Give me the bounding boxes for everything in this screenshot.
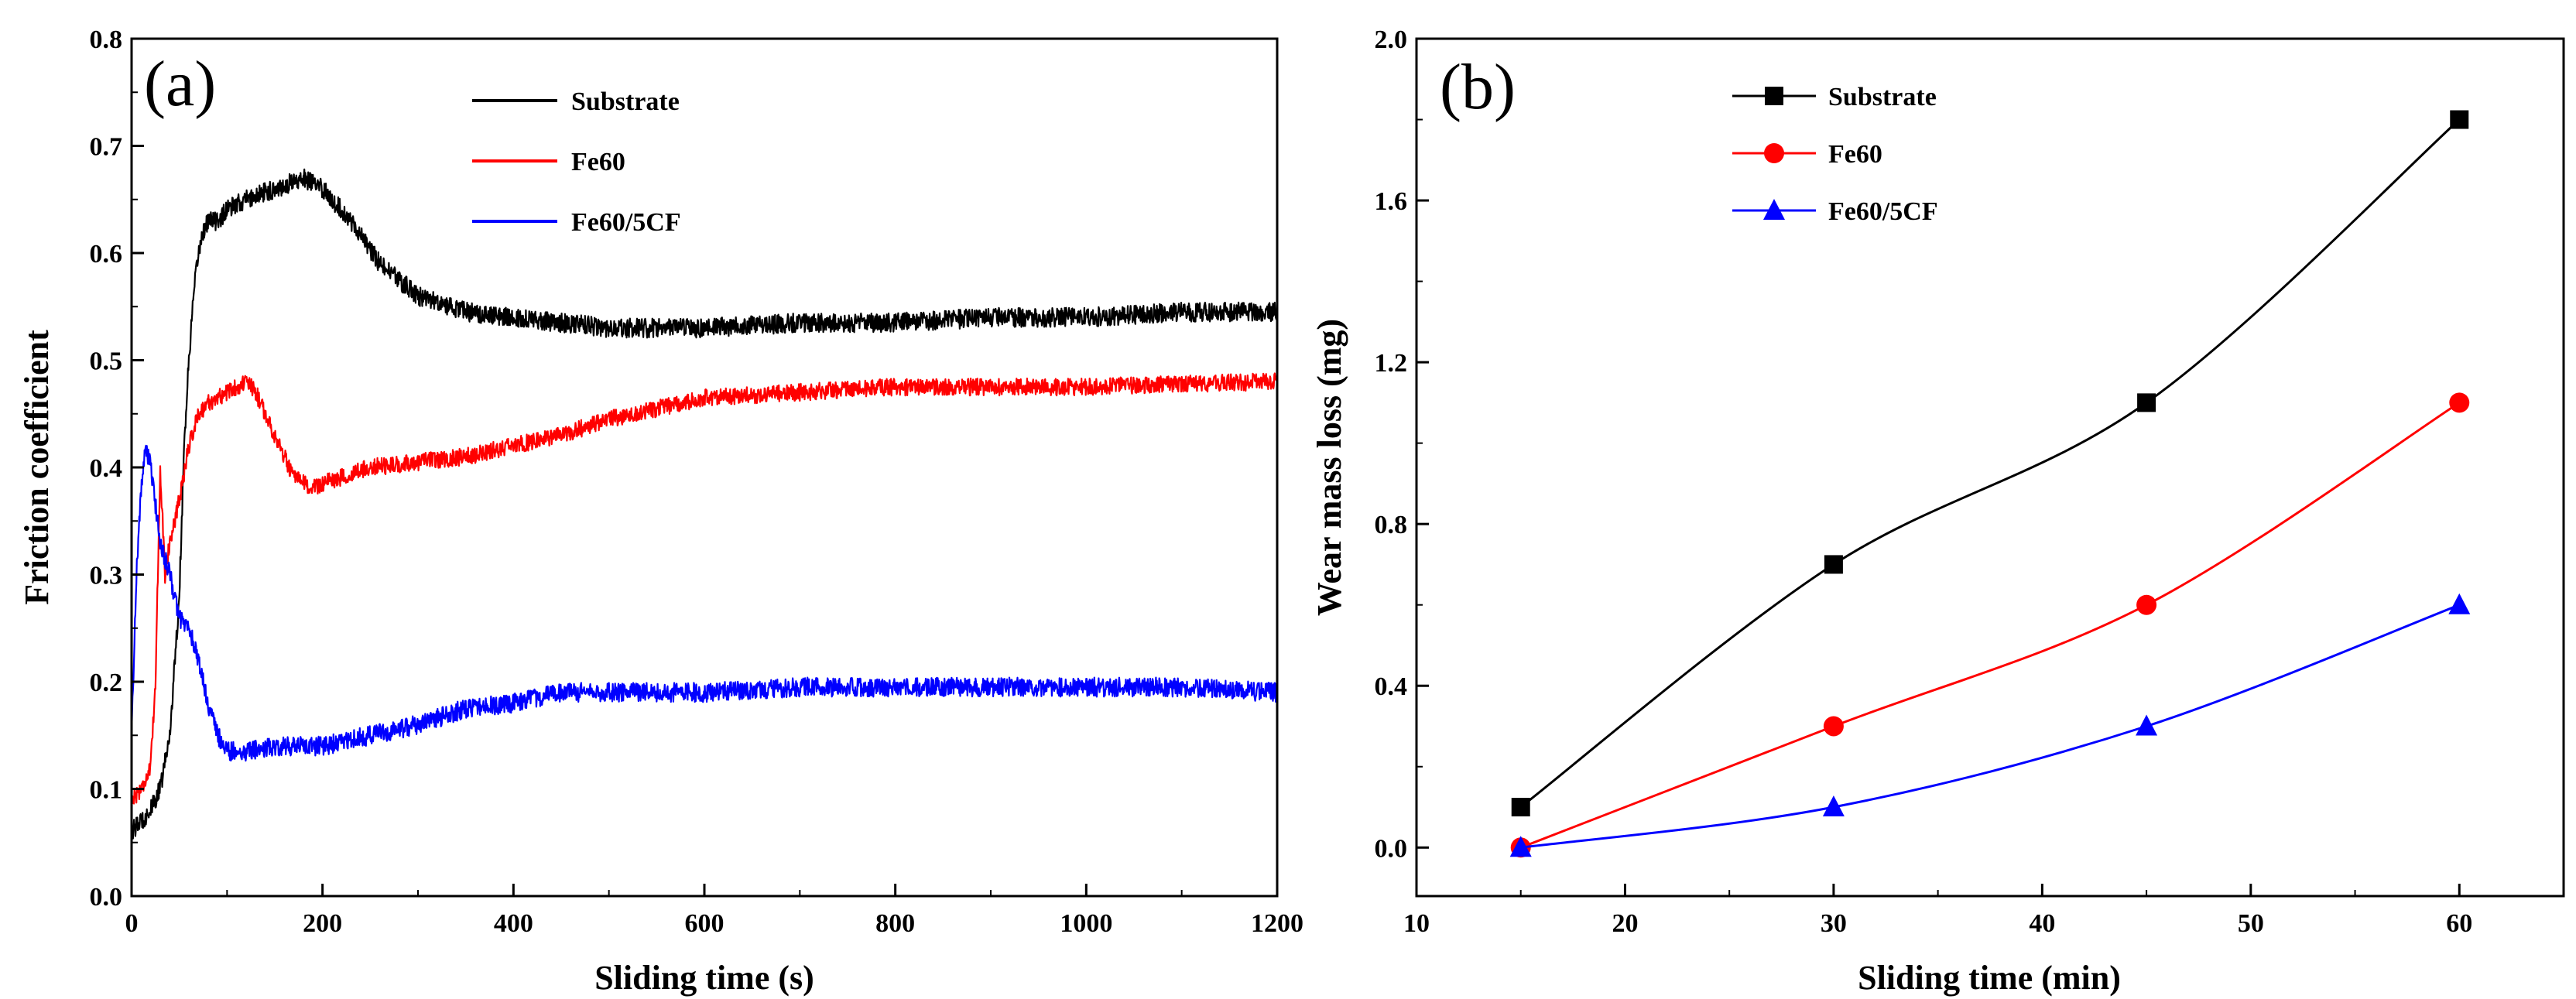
panel-a-x-tick-label: 800	[875, 909, 915, 938]
panel-a-legend-label-fe60: Fe60	[571, 148, 625, 176]
panel-a-y-tick-label: 0.5	[90, 347, 123, 376]
panel-b-substrate-point	[2137, 393, 2156, 412]
panel-b-plot-frame	[1415, 37, 2565, 898]
panel-b-fe60-5cf-point	[1822, 795, 1845, 817]
panel-a-x-tick-label: 400	[494, 909, 533, 938]
panel-b-x-tick-label: 20	[1612, 909, 1638, 938]
panel-a-x-tick-label: 1000	[1060, 909, 1112, 938]
panel-a-y-ticks: 0.0 0.1 0.2 0.3 0.4 0.5 0.6 0.7 0.8	[90, 26, 144, 912]
panel-a-y-tick-label: 0.1	[90, 776, 123, 805]
panel-a-series-fe60-line	[130, 372, 1279, 805]
panel-a-y-tick-label: 0.0	[90, 883, 123, 912]
panel-a-y-tick-label: 0.3	[90, 562, 123, 590]
panel-a-y-axis-label: Friction coefficient	[18, 330, 56, 605]
panel-b-y-tick-label: 1.6	[1375, 187, 1408, 216]
panel-a-legend-label-fe60-5cf: Fe60/5CF	[571, 208, 681, 237]
panel-b-y-tick-label: 2.0	[1375, 26, 1408, 54]
panel-b-legend-marker-fe60	[1764, 143, 1784, 163]
panel-a-label: (a)	[144, 48, 216, 120]
panel-b-label: (b)	[1440, 51, 1516, 123]
panel-b-fe60-point	[1823, 716, 1844, 737]
panel-a-x-tick-label: 0	[125, 909, 139, 938]
panel-b-substrate-point	[1511, 798, 1530, 817]
panel-a-y-tick-label: 0.6	[90, 240, 123, 269]
panel-b-x-tick-label: 10	[1403, 909, 1430, 938]
panel-b-wear-chart: 10 20 30 40 50 60 0.0 0.4 0.8 1.2 1.6 2.0 (b) Slid…	[1310, 26, 2565, 997]
panel-a-series-fe60-5cf-line	[130, 444, 1279, 762]
panel-b-y-axis-label: Wear mass loss (mg)	[1310, 319, 1348, 616]
panel-b-fe60-5cf-point	[2136, 714, 2158, 736]
panel-b-series-fe60-line	[1520, 402, 2461, 849]
panel-a-series-group	[130, 168, 1279, 840]
panel-a-x-axis-label: Sliding time (s)	[594, 959, 814, 997]
panel-b-x-tick-label: 50	[2238, 909, 2264, 938]
panel-a-y-tick-label: 0.8	[90, 26, 123, 54]
panel-b-series-fe60-5cf-line	[1520, 604, 2460, 849]
panel-b-substrate-point	[1824, 555, 1843, 574]
panel-b-fe60-point	[2136, 594, 2157, 615]
panel-a-plot-frame	[130, 37, 1279, 898]
panel-a-series-substrate-line	[130, 168, 1279, 840]
panel-a-x-tick-label: 1200	[1251, 909, 1303, 938]
panel-b-x-ticks: 10 20 30 40 50 60	[1403, 884, 2564, 938]
panel-b-fe60-5cf-point	[1509, 836, 1532, 857]
panel-a-y-tick-label: 0.7	[90, 133, 123, 162]
panel-b-x-tick-label: 40	[2029, 909, 2055, 938]
panel-b-legend-label-substrate: Substrate	[1828, 83, 1937, 111]
panel-b-series-substrate-line	[1519, 118, 2461, 809]
panel-b-y-tick-label: 1.2	[1375, 349, 1408, 378]
panel-b-fe60-5cf-point	[2448, 593, 2471, 614]
panel-b-y-ticks: 0.0 0.4 0.8 1.2 1.6 2.0	[1375, 26, 1429, 863]
panel-a-y-tick-label: 0.2	[90, 669, 123, 697]
panel-b-series-group	[1509, 110, 2471, 858]
panel-b-legend-marker-substrate	[1765, 87, 1783, 105]
panel-b-x-tick-label: 60	[2446, 909, 2472, 938]
panel-b-legend: Substrate Fe60 Fe60/5CF	[1732, 83, 1938, 226]
panel-b-legend-marker-fe60-5cf	[1763, 199, 1785, 220]
panel-b-x-axis-label: Sliding time (min)	[1858, 959, 2121, 997]
panel-b-x-tick-label: 30	[1821, 909, 1847, 938]
panel-a-x-tick-label: 200	[303, 909, 342, 938]
panel-b-y-tick-label: 0.8	[1375, 511, 1408, 539]
panel-b-legend-label-fe60: Fe60	[1828, 140, 1882, 169]
panel-b-legend-label-fe60-5cf: Fe60/5CF	[1828, 197, 1938, 226]
panel-a-legend: Substrate Fe60 Fe60/5CF	[472, 87, 681, 237]
panel-b-substrate-point	[2450, 110, 2469, 129]
panel-a-x-tick-label: 600	[685, 909, 724, 938]
panel-b-fe60-point	[2449, 392, 2470, 413]
panel-b-y-tick-label: 0.4	[1375, 672, 1408, 701]
panel-a-y-tick-label: 0.4	[90, 454, 123, 483]
panel-a-friction-chart: 0 200 400 600 800 1000 1200 0.0 0.1 0.2 0.3 0.4 0.5…	[18, 26, 1303, 997]
panel-b-y-tick-label: 0.0	[1375, 834, 1408, 863]
panel-a-x-ticks: 0 200 400 600 800 1000 1200	[125, 884, 1303, 938]
panel-a-legend-label-substrate: Substrate	[571, 87, 680, 116]
